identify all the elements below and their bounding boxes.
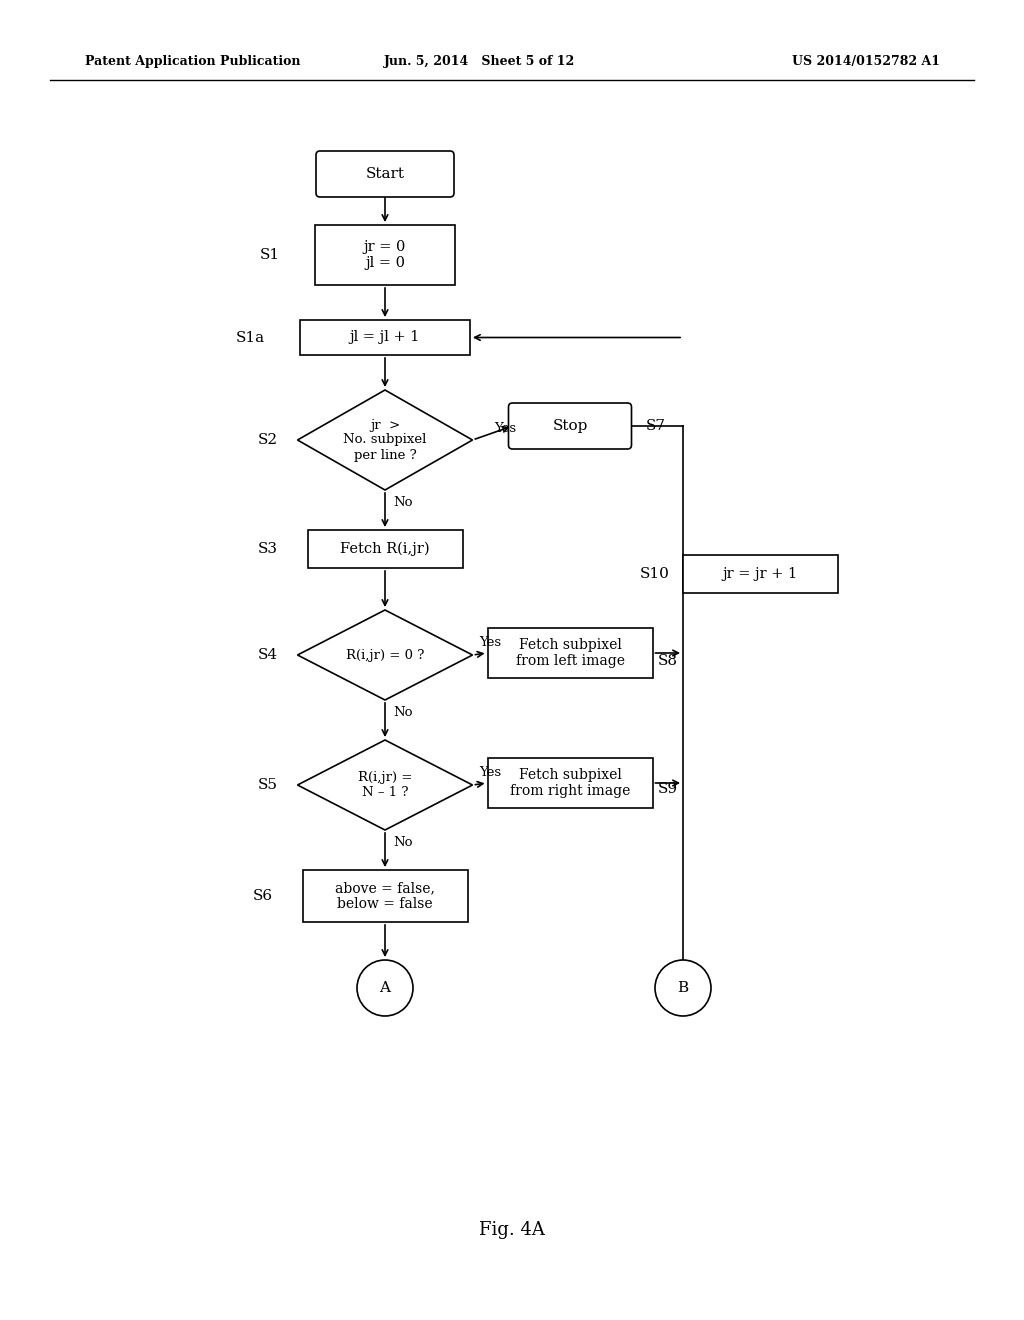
Text: S5: S5: [257, 777, 278, 792]
Text: Fetch R(i,jr): Fetch R(i,jr): [340, 541, 430, 556]
Text: Fetch subpixel
from right image: Fetch subpixel from right image: [510, 768, 630, 799]
Text: S2: S2: [257, 433, 278, 447]
Text: US 2014/0152782 A1: US 2014/0152782 A1: [792, 55, 940, 69]
Text: B: B: [678, 981, 688, 995]
Bar: [487, 758, 652, 808]
Text: Yes: Yes: [479, 767, 501, 780]
Text: S9: S9: [657, 781, 678, 796]
Text: Start: Start: [366, 168, 404, 181]
Bar: [315, 224, 455, 285]
Text: R(i,jr) =
N – 1 ?: R(i,jr) = N – 1 ?: [357, 771, 413, 799]
Text: jl = jl + 1: jl = jl + 1: [350, 330, 420, 345]
Polygon shape: [298, 610, 472, 700]
FancyBboxPatch shape: [509, 403, 632, 449]
Text: S1a: S1a: [236, 330, 264, 345]
Text: Patent Application Publication: Patent Application Publication: [85, 55, 300, 69]
FancyBboxPatch shape: [316, 150, 454, 197]
Text: Yes: Yes: [479, 636, 501, 649]
Circle shape: [357, 960, 413, 1016]
Text: Fig. 4A: Fig. 4A: [479, 1221, 545, 1239]
Text: S6: S6: [253, 888, 272, 903]
Text: Jun. 5, 2014   Sheet 5 of 12: Jun. 5, 2014 Sheet 5 of 12: [384, 55, 575, 69]
Text: S7: S7: [645, 418, 666, 433]
Polygon shape: [298, 741, 472, 830]
Text: A: A: [380, 981, 390, 995]
Text: S10: S10: [640, 568, 670, 581]
Text: Stop: Stop: [552, 418, 588, 433]
Text: S8: S8: [657, 653, 678, 668]
Text: S1: S1: [260, 248, 280, 261]
Bar: [487, 628, 652, 678]
Text: Fetch subpixel
from left image: Fetch subpixel from left image: [515, 638, 625, 668]
Text: Yes: Yes: [494, 421, 516, 434]
Bar: [683, 554, 838, 593]
Polygon shape: [298, 389, 472, 490]
Text: No: No: [393, 705, 413, 718]
Bar: [307, 531, 463, 568]
Text: jr = 0
jl = 0: jr = 0 jl = 0: [364, 240, 407, 271]
Text: S4: S4: [257, 648, 278, 663]
Text: above = false,
below = false: above = false, below = false: [335, 880, 435, 911]
Text: No: No: [393, 495, 413, 508]
Text: No: No: [393, 836, 413, 849]
Bar: [300, 319, 470, 355]
Text: R(i,jr) = 0 ?: R(i,jr) = 0 ?: [346, 648, 424, 661]
Circle shape: [655, 960, 711, 1016]
Text: jr = jr + 1: jr = jr + 1: [723, 568, 798, 581]
Text: S3: S3: [257, 543, 278, 556]
Bar: [302, 870, 468, 921]
Text: jr  >
No. subpixel
per line ?: jr > No. subpixel per line ?: [343, 418, 427, 462]
